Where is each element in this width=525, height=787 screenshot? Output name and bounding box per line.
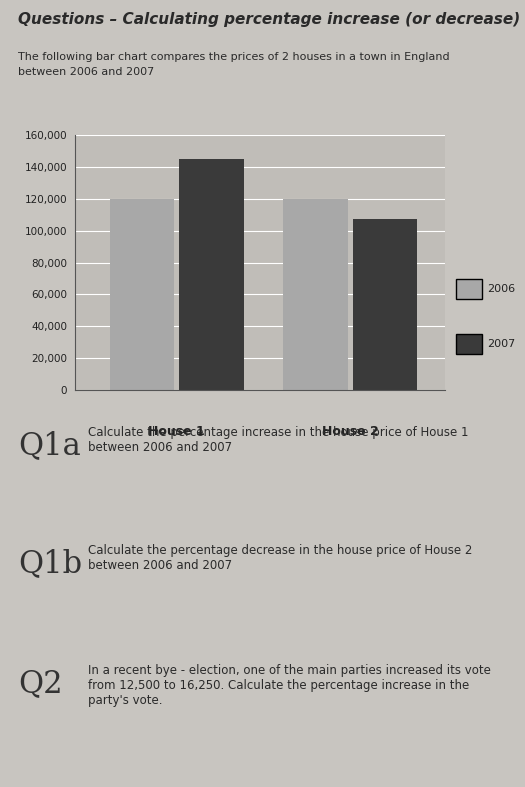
Text: House 2: House 2 [322, 425, 379, 438]
Text: 2007: 2007 [487, 339, 515, 349]
Text: Q1b: Q1b [18, 548, 82, 579]
Bar [179, 159, 244, 390]
Text: In a recent bye - election, one of the main parties increased its vote
from 12,5: In a recent bye - election, one of the m… [88, 664, 491, 707]
Text: The following bar chart compares the prices of 2 houses in a town in England: The following bar chart compares the pri… [18, 52, 449, 62]
Text: Calculate the percentage increase in the house price of House 1
between 2006 and: Calculate the percentage increase in the… [88, 426, 468, 454]
Text: between 2006 and 2007: between 2006 and 2007 [18, 67, 154, 77]
Text: Calculate the percentage decrease in the house price of House 2
between 2006 and: Calculate the percentage decrease in the… [88, 544, 472, 572]
Text: House 1: House 1 [149, 425, 205, 438]
Bar [283, 199, 348, 390]
Text: 2006: 2006 [487, 284, 515, 294]
Text: Q2: Q2 [18, 668, 62, 699]
Text: Q1a: Q1a [18, 430, 81, 461]
Bar [352, 220, 417, 390]
Bar [110, 199, 174, 390]
Text: Questions – Calculating percentage increase (or decrease): Questions – Calculating percentage incre… [18, 12, 520, 27]
